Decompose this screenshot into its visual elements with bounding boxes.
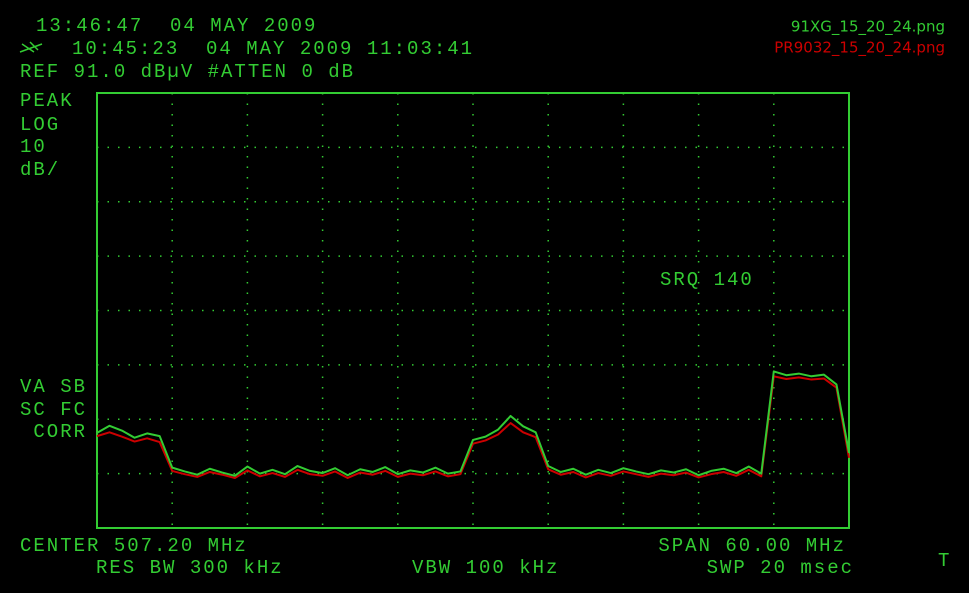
header-second: 10:45:23 04 MAY 2009 11:03:41 [72, 38, 474, 60]
legend-entry: PR9032_15_20_24.png [774, 39, 945, 58]
marker-icon [19, 41, 43, 53]
video-bandwidth: VBW 100 kHz [412, 557, 559, 579]
scale-label: 10 [20, 136, 47, 158]
status-label: VA SB [20, 376, 87, 398]
status-label: CORR [20, 421, 87, 443]
header-top: 13:46:47 04 MAY 2009 [36, 15, 317, 37]
reference-level: REF 91.0 dBµV #ATTEN 0 dB [20, 61, 355, 83]
scale-label: dB/ [20, 159, 60, 181]
scale-label: PEAK [20, 90, 74, 112]
corner-mark: T [938, 550, 951, 572]
status-label: SC FC [20, 399, 87, 421]
resolution-bandwidth: RES BW 300 kHz [96, 557, 284, 579]
scale-label: LOG [20, 114, 60, 136]
sweep-time: SWP 20 msec [707, 557, 854, 579]
span: SPAN 60.00 MHz [658, 535, 846, 557]
trace [96, 375, 850, 479]
legend-entry: 91XG_15_20_24.png [791, 18, 945, 37]
srq-annotation: SRQ 140 [660, 269, 754, 291]
trace [96, 370, 850, 477]
center-frequency: CENTER 507.20 MHz [20, 535, 248, 557]
